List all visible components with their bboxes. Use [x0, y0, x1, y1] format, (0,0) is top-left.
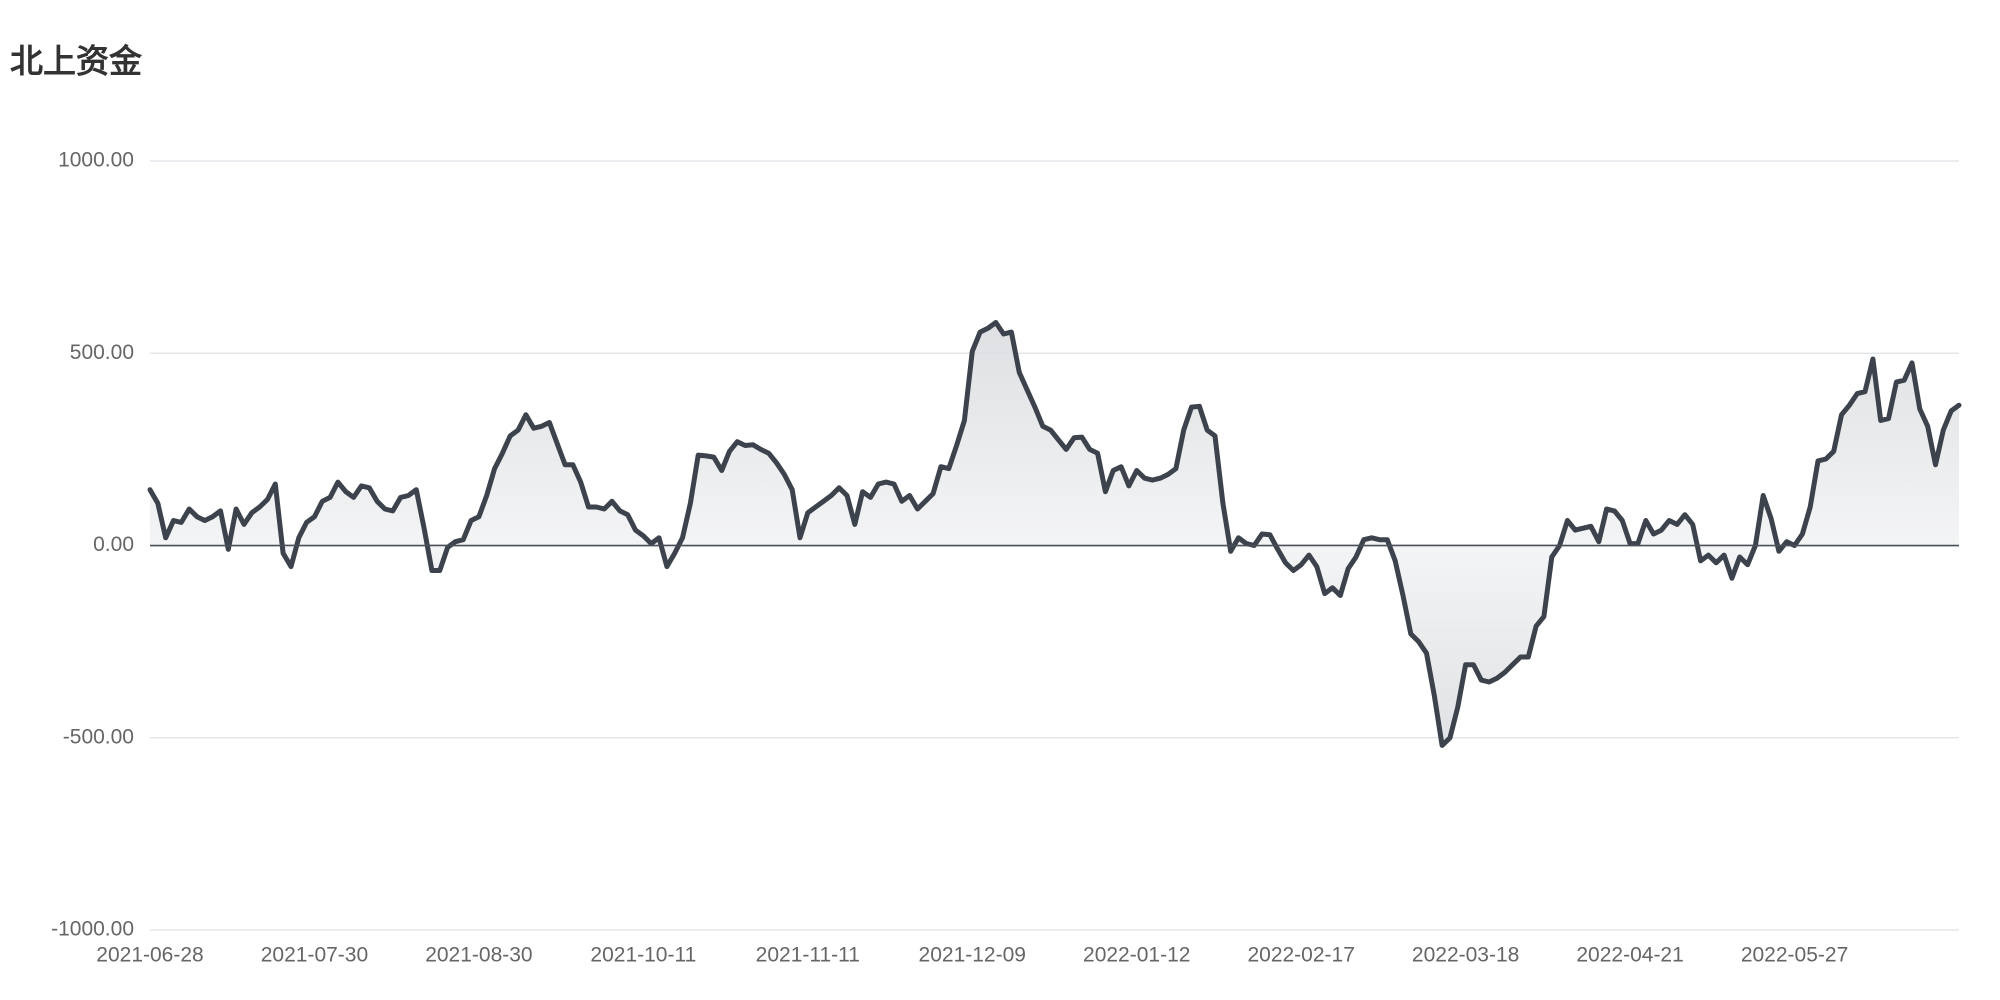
x-tick-label: 2021-07-30: [261, 944, 368, 967]
chart-title: 北上资金: [10, 43, 143, 80]
area: [150, 322, 1959, 746]
y-tick-label: -1000.00: [51, 918, 134, 941]
x-tick-label: 2022-05-27: [1741, 944, 1848, 967]
x-tick-label: 2021-12-09: [919, 944, 1026, 967]
y-tick-label: 500.00: [70, 341, 134, 364]
y-tick-label: 0.00: [93, 533, 134, 556]
x-tick-label: 2022-04-21: [1576, 944, 1683, 967]
line: [147, 320, 1962, 748]
x-tick-label: 2022-01-12: [1083, 944, 1190, 967]
x-tick-label: 2021-08-30: [425, 944, 532, 967]
x-tick-label: 2022-03-18: [1412, 944, 1519, 967]
x-tick-label: 2022-02-17: [1247, 944, 1354, 967]
y-tick-label: -500.00: [63, 725, 134, 748]
x-tick-label: 2021-10-11: [590, 944, 696, 967]
y-tick-label: 1000.00: [58, 149, 134, 172]
x-tick-label: 2021-06-28: [96, 944, 203, 967]
x-tick-label: 2021-11-11: [756, 944, 860, 967]
